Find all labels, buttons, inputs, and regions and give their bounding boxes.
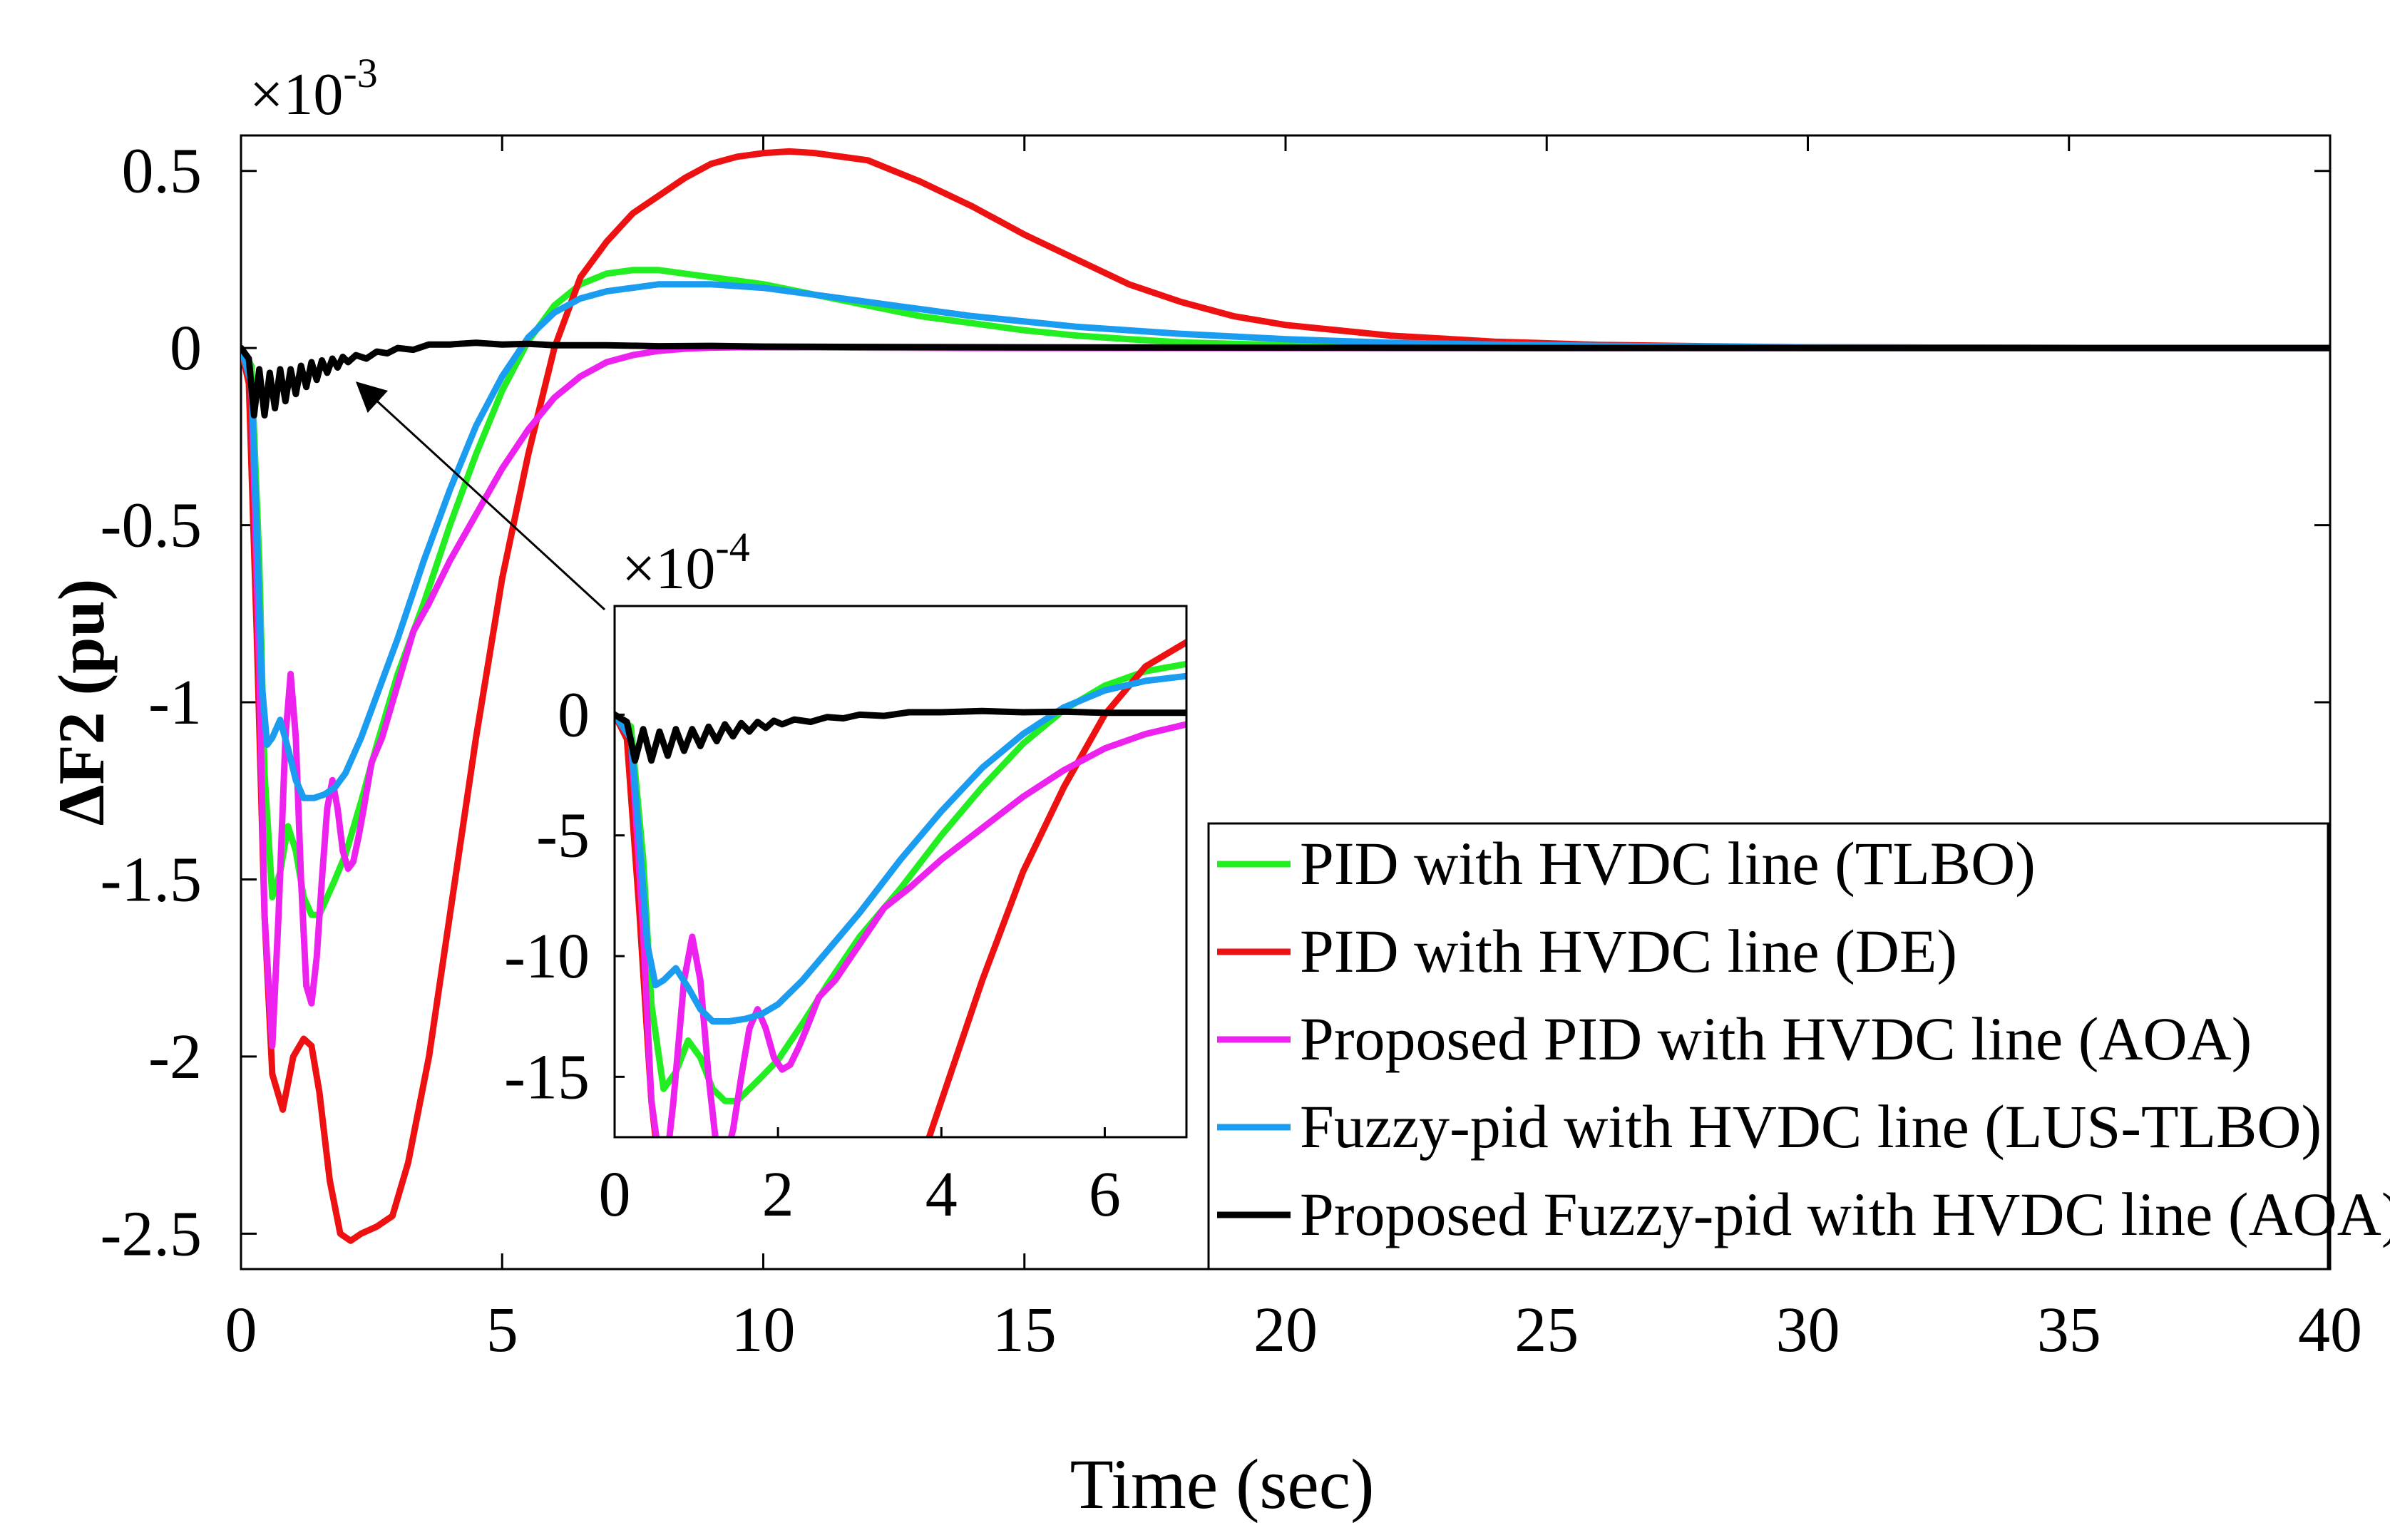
y-tick-label: -1	[148, 667, 202, 738]
series-line-2	[241, 148, 2330, 1244]
y-multiplier-exponent: -3	[343, 50, 377, 96]
legend-label-3: Proposed PID with HVDC line (AOA)	[1300, 1005, 2252, 1073]
y-tick-label: 0.5	[122, 136, 202, 207]
inset-series-line-2	[615, 638, 1186, 1137]
inset-pointer-arrow	[355, 381, 606, 611]
main-axis-ticks: 0 5 10 15 20 25 30 35 400.50-0.5-1-1.5-2-2.5	[101, 135, 2362, 1365]
legend-box	[1207, 822, 2329, 1270]
y-multiplier-label: ×10-3	[250, 50, 378, 128]
x-tick-label: 30	[1776, 1295, 1840, 1365]
y-tick-label: 0	[170, 313, 202, 384]
inset-y-tick-label: -15	[504, 1042, 590, 1112]
inset-series-group	[615, 638, 1186, 1137]
legend-label-4: Fuzzy-pid with HVDC line (LUS-TLBO)	[1300, 1092, 2322, 1161]
x-tick-label: 25	[1514, 1295, 1579, 1365]
x-tick-label: 5	[486, 1295, 518, 1365]
x-tick-label: 20	[1253, 1295, 1318, 1365]
series-line-4	[241, 281, 2330, 801]
inset-multiplier-exponent: -4	[715, 524, 749, 570]
inset-x-tick-label: 0	[599, 1159, 631, 1230]
y-tick-label: -2.5	[101, 1198, 202, 1269]
y-tick-label: -0.5	[101, 491, 202, 561]
legend-label-5: Proposed Fuzzy-pid with HVDC line (AOA)	[1300, 1180, 2390, 1248]
inset-x-tick-label: 6	[1089, 1159, 1121, 1230]
x-tick-label: 40	[2298, 1295, 2362, 1365]
inset-series-line-3	[615, 711, 1186, 1137]
y-axis-label: ΔF2 (pu)	[45, 579, 118, 826]
series-line-5	[241, 339, 2330, 419]
legend-label-1: PID with HVDC line (TLBO)	[1300, 829, 2036, 898]
inset-y-tick-label: 0	[558, 679, 590, 750]
x-tick-label: 15	[993, 1295, 1057, 1365]
inset-y-tick-label: -10	[504, 921, 590, 992]
main-series-group	[241, 148, 2330, 1244]
x-tick-label: 10	[732, 1295, 796, 1365]
x-tick-label: 0	[225, 1295, 257, 1365]
y-tick-label: -2	[148, 1022, 202, 1092]
x-axis-label: Time (sec)	[1070, 1444, 1375, 1524]
inset-x-tick-label: 2	[762, 1159, 794, 1230]
inset-axis-ticks: 0 2 4 6 0 -5 -10 -15	[504, 679, 1121, 1230]
inset-y-tick-label: -5	[536, 801, 590, 871]
inset-series-line-5	[615, 707, 1186, 764]
legend-label-2: PID with HVDC line (DE)	[1300, 917, 1957, 985]
x-tick-label: 35	[2037, 1295, 2101, 1365]
inset-x-tick-label: 4	[925, 1159, 958, 1230]
inset-multiplier-label: ×10-4	[622, 524, 750, 602]
y-tick-label: -1.5	[101, 844, 202, 915]
inset-plot-frame	[613, 605, 1188, 1139]
legend: PID with HVDC line (TLBO) PID with HVDC l…	[1207, 822, 2390, 1270]
